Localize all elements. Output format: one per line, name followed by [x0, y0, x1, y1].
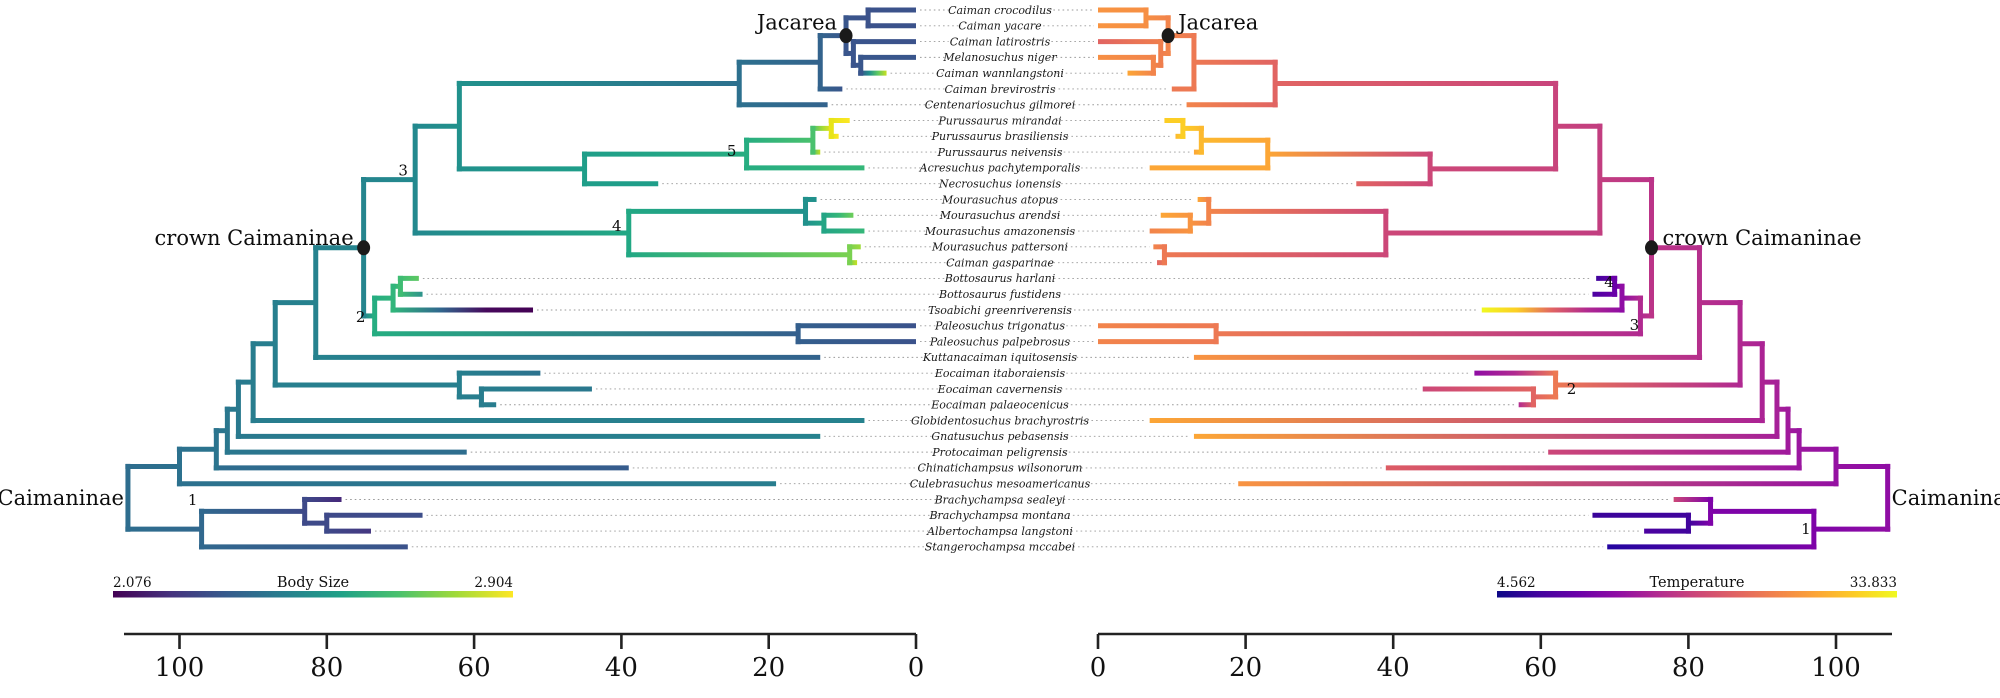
axis-tick-label: 0 — [1090, 653, 1107, 683]
species-label: Kuttanacaiman iquitosensis — [922, 351, 1078, 364]
species-label: Bottosaurus fustidens — [938, 288, 1061, 301]
axis-tick-label: 60 — [1524, 653, 1557, 683]
species-label: Melanosuchus niger — [942, 51, 1057, 64]
species-label: Acresuchus pachytemporalis — [919, 162, 1081, 175]
crown-node-dot — [1645, 240, 1658, 256]
legend-max-value: 33.833 — [1850, 575, 1897, 591]
node-number-label: 1 — [1801, 520, 1811, 538]
node-number-label: 2 — [1567, 380, 1577, 398]
node-number-label: 2 — [356, 308, 366, 326]
species-label: Caiman gasparinae — [946, 256, 1054, 269]
clade-label-caimaninae: Caimaninae — [0, 486, 124, 510]
axis-tick-label: 40 — [605, 653, 638, 683]
species-label: Albertochampsa langstoni — [926, 525, 1073, 538]
legend-max-value: 2.904 — [474, 575, 513, 591]
species-label: Caiman brevirostris — [945, 83, 1056, 96]
species-label: Chinatichampsus wilsonorum — [918, 462, 1083, 475]
species-label: Bottosaurus harlani — [944, 272, 1056, 285]
species-label: Purussaurus mirandai — [937, 114, 1061, 127]
jac-node-dot — [1161, 28, 1175, 44]
species-label: Mourasuchus atopus — [941, 193, 1059, 206]
species-label: Brachychampsa sealeyi — [934, 493, 1066, 506]
node-number-label: 4 — [612, 217, 622, 235]
species-label: Globidentosuchus brachyrostris — [911, 414, 1089, 427]
species-label: Paleosuchus trigonatus — [934, 320, 1065, 333]
axis-tick-label: 40 — [1377, 653, 1410, 683]
species-label: Purussaurus brasiliensis — [931, 130, 1069, 143]
axis-tick-label: 60 — [458, 653, 491, 683]
species-label: Mourasuchus pattersoni — [931, 241, 1068, 254]
axis-tick-label: 80 — [1672, 653, 1705, 683]
species-label: Eocaiman itaboraiensis — [934, 367, 1066, 380]
node-number-label: 4 — [1604, 273, 1614, 291]
axis-tick-label: 100 — [155, 653, 205, 683]
axis-tick-label: 20 — [752, 653, 785, 683]
axis-tick-label: 0 — [908, 653, 925, 683]
tip-connectors — [345, 9, 1670, 548]
legend-title: Body Size — [277, 575, 349, 591]
node-number-label: 5 — [727, 142, 737, 160]
species-label: Caiman crocodilus — [948, 4, 1052, 17]
axis-tick-label: 20 — [1229, 653, 1262, 683]
species-label: Caiman wannlangstoni — [936, 67, 1064, 80]
clade-label-crown-caimaninae: crown Caimaninae — [155, 226, 354, 250]
species-label: Eocaiman cavernensis — [937, 383, 1063, 396]
species-label: Gnatusuchus pebasensis — [931, 430, 1069, 443]
species-label: Mourasuchus arendsi — [939, 209, 1061, 222]
species-label: Paleosuchus palpebrosus — [929, 335, 1071, 348]
species-label: Brachychampsa montana — [928, 509, 1070, 522]
species-label: Caiman latirostris — [950, 35, 1051, 48]
clade-label-crown-caimaninae: crown Caimaninae — [1663, 226, 1862, 250]
species-label: Culebrasuchus mesoamericanus — [910, 478, 1091, 491]
crown-node-dot — [357, 240, 371, 256]
labels-layer: Caiman crocodilus Caiman yacare Caiman lat… — [0, 4, 2000, 554]
tree-left-body-size — [125, 7, 916, 550]
node-number-label: 3 — [398, 162, 408, 180]
species-label: Caiman yacare — [958, 20, 1042, 33]
clade-label-jacarea: Jacarea — [755, 11, 837, 35]
clade-label-caimaninae: Caimaninae — [1892, 486, 2000, 510]
tree-right-temperature — [1098, 7, 1891, 550]
species-label: Eocaiman palaeocenicus — [930, 399, 1069, 412]
species-label: Stangerochampsa mccabei — [925, 541, 1075, 554]
legend-min-value: 2.076 — [113, 575, 152, 591]
species-label: Protocaiman peligrensis — [931, 446, 1068, 459]
time-axis-left: 100 80 60 40 20 0 — [124, 632, 925, 683]
species-label: Necrosuchus ionensis — [938, 177, 1061, 190]
axis-tick-label: 100 — [1811, 653, 1861, 683]
time-axis-right: 0 20 40 60 80 100 — [1090, 632, 1892, 683]
jac-node-dot — [839, 28, 853, 44]
legend-temperature: 4.562 Temperature 33.833 — [1497, 575, 1897, 598]
node-number-label: 3 — [1630, 316, 1640, 334]
species-label: Centenariosuchus gilmorei — [925, 99, 1076, 112]
legend-gradient-bar — [113, 591, 513, 598]
species-label: Purussaurus neivensis — [937, 146, 1063, 159]
legend-min-value: 4.562 — [1497, 575, 1536, 591]
legend-gradient-bar — [1497, 591, 1897, 598]
node-number-label: 1 — [188, 491, 198, 509]
axis-tick-label: 80 — [310, 653, 343, 683]
species-label: Tsoabichi greenriverensis — [928, 304, 1072, 317]
legend-title: Temperature — [1650, 575, 1745, 591]
legend-body-size: 2.076 Body Size 2.904 — [113, 575, 513, 598]
species-label: Mourasuchus amazonensis — [924, 225, 1076, 238]
clade-label-jacarea: Jacarea — [1176, 11, 1258, 35]
